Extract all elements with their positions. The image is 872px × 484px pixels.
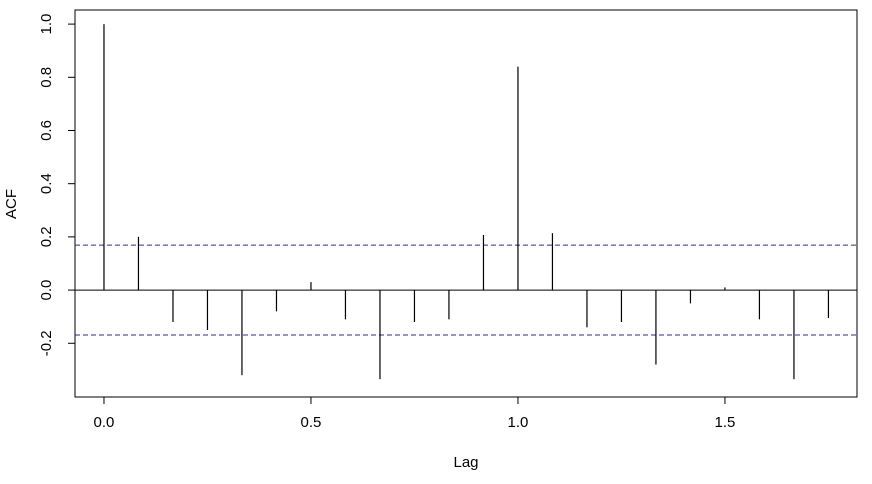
x-tick-label: 0.0: [94, 414, 115, 431]
x-axis-label: Lag: [453, 454, 478, 471]
plot-frame: [74, 9, 858, 398]
y-tick-label: 0.0: [38, 280, 55, 301]
y-tick-label: 0.6: [38, 120, 55, 141]
y-tick-label: 0.8: [38, 67, 55, 88]
y-tick-label: -0.2: [38, 330, 55, 356]
y-tick-label: 0.2: [38, 226, 55, 247]
y-axis-label: ACF: [3, 189, 20, 219]
x-tick-label: 1.5: [715, 414, 736, 431]
x-tick-label: 0.5: [301, 414, 322, 431]
x-tick-label: 1.0: [508, 414, 529, 431]
y-tick-label: 0.4: [38, 173, 55, 194]
y-tick-label: 1.0: [38, 14, 55, 35]
